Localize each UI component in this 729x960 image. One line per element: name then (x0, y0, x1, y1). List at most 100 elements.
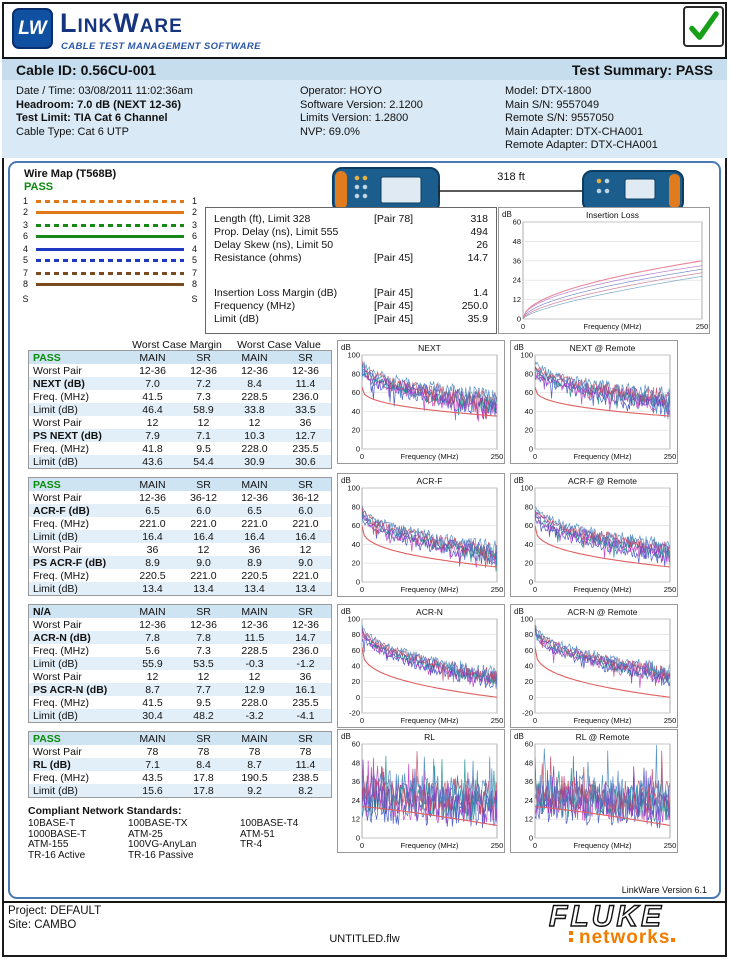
cell-value: 11.4 (295, 758, 316, 771)
svg-text:dB: dB (341, 343, 351, 352)
svg-text:40: 40 (352, 662, 360, 671)
project-label: Project: DEFAULT (8, 905, 102, 917)
svg-text:Frequency (MHz): Frequency (MHz) (401, 841, 459, 850)
svg-text:Frequency (MHz): Frequency (MHz) (401, 716, 459, 725)
svg-text:24: 24 (352, 796, 360, 805)
svg-text:20: 20 (525, 559, 533, 568)
svg-text:12: 12 (525, 815, 533, 824)
row-label: Limit (dB) (33, 530, 78, 543)
standard-item: 10BASE-T (28, 818, 76, 829)
length-row-pair: [Pair 45] (374, 251, 414, 264)
svg-text:36: 36 (525, 777, 533, 786)
table-row: Worst Pair 36 12 36 12 (29, 543, 331, 556)
svg-text:Frequency (MHz): Frequency (MHz) (574, 716, 632, 725)
svg-text:0: 0 (529, 578, 533, 587)
svg-text:0: 0 (360, 585, 364, 594)
cell-value: 16.4 (142, 530, 163, 543)
title-bar: Cable ID: 0.56CU-001 Test Summary: PASS (2, 59, 727, 80)
row-label: ACR-N (dB) (33, 631, 91, 644)
svg-text:100: 100 (347, 615, 360, 624)
info-line: Limits Version: 1.2800 (300, 112, 409, 124)
cell-value: 7.3 (196, 644, 211, 657)
wire-line (36, 271, 184, 275)
wire-line (36, 199, 184, 203)
result-table-rl: PASS MAIN SR MAIN SR Worst Pair 78 78 78 78 RL (dB… (28, 731, 332, 798)
table-row: Limit (dB) 15.6 17.8 9.2 8.2 (29, 784, 331, 797)
wire-pin-left: 8 (22, 279, 28, 289)
footer-divider (2, 901, 727, 903)
svg-text:100: 100 (520, 351, 533, 360)
tester-link-graphic: 318 ft (332, 167, 684, 213)
cell-value: 9.2 (247, 784, 262, 797)
wire-line (36, 247, 184, 251)
cell-value: 13.4 (244, 582, 265, 595)
wiremap-status: PASS (24, 181, 54, 193)
svg-text:250: 250 (491, 841, 504, 850)
column-header: SR (298, 732, 313, 745)
brand-subtitle: CABLE TEST MANAGEMENT SOFTWARE (61, 41, 261, 52)
cell-value: 9.0 (298, 556, 313, 569)
table-row: Freq. (MHz) 5.6 7.3 228.5 236.0 (29, 644, 331, 657)
table-row: Worst Pair 12-36 12-36 12-36 12-36 (29, 618, 331, 631)
cell-value: 220.5 (241, 569, 268, 582)
wire-pin-left: 3 (22, 220, 28, 230)
cell-value: 8.4 (196, 758, 211, 771)
cell-value: 41.5 (142, 390, 163, 403)
standard-item: TR-16 Passive (128, 849, 194, 861)
brand-name: LinkWare (60, 8, 183, 38)
info-line: Remote S/N: 9557050 (505, 112, 614, 124)
wire-pin-right: 7 (191, 268, 197, 278)
info-col-1: Date / Time: 03/08/2011 11:02:36am Headro… (16, 85, 193, 139)
table-row: Worst Pair 12 12 12 36 (29, 416, 331, 429)
cell-value: 12 (248, 416, 261, 429)
standard-item: 1000BASE-T (28, 828, 87, 840)
table-row: PS ACR-N (dB) 8.7 7.7 12.9 16.1 (29, 683, 331, 696)
cell-value: 7.3 (196, 390, 211, 403)
svg-text:60: 60 (525, 740, 533, 749)
row-label: Worst Pair (33, 416, 82, 429)
svg-text:250: 250 (491, 585, 504, 594)
cell-value: 10.3 (244, 429, 265, 442)
svg-text:NEXT: NEXT (418, 343, 441, 353)
svg-text:0: 0 (533, 452, 537, 461)
chart-acr-n: 100 80 60 40 20 0 -20 dB ACR-N 0 Frequency (MHz) 25… (337, 604, 505, 728)
header-divider (2, 57, 727, 59)
svg-text:0: 0 (521, 322, 525, 331)
length-row: Resistance (ohms) [Pair 45] 14.7 (206, 251, 496, 264)
wire-pin-left: 5 (22, 255, 28, 265)
column-header: MAIN (139, 732, 166, 745)
standard-item: 100BASE-T4 (240, 818, 299, 829)
column-header: MAIN (241, 732, 268, 745)
green-check-icon (689, 11, 719, 40)
svg-text:0: 0 (529, 834, 533, 843)
svg-text:250: 250 (696, 322, 709, 331)
svg-text:40: 40 (352, 407, 360, 416)
cell-value: 7.7 (196, 683, 211, 696)
table-row: Worst Pair 12-36 12-36 12-36 12-36 (29, 364, 331, 377)
svg-text:40: 40 (352, 540, 360, 549)
length-row-value: 318 (470, 212, 488, 225)
standard-item: TR-4 (240, 839, 263, 850)
cell-value: 41.8 (142, 442, 163, 455)
test-info-block: Date / Time: 03/08/2011 11:02:36am Headro… (2, 80, 727, 158)
table-row: Freq. (MHz) 41.5 9.5 228.0 235.5 (29, 696, 331, 709)
cell-value: 12-36 (241, 364, 268, 377)
standard-item: 100VG-AnyLan (128, 839, 197, 850)
row-label: Freq. (MHz) (33, 390, 89, 403)
cell-value: 228.0 (241, 696, 268, 709)
cell-value: 236.0 (292, 390, 319, 403)
cell-value: 55.9 (142, 657, 163, 670)
svg-text:dB: dB (502, 210, 512, 219)
svg-text:40: 40 (525, 407, 533, 416)
cell-value: 33.8 (244, 403, 265, 416)
svg-text:250: 250 (664, 585, 677, 594)
cell-value: 58.9 (193, 403, 214, 416)
table-row: Limit (dB) 43.6 54.4 30.9 30.6 (29, 455, 331, 468)
svg-text:80: 80 (352, 630, 360, 639)
wire-line (36, 258, 184, 262)
table-row: NEXT (dB) 7.0 7.2 8.4 11.4 (29, 377, 331, 390)
svg-text:60: 60 (352, 740, 360, 749)
